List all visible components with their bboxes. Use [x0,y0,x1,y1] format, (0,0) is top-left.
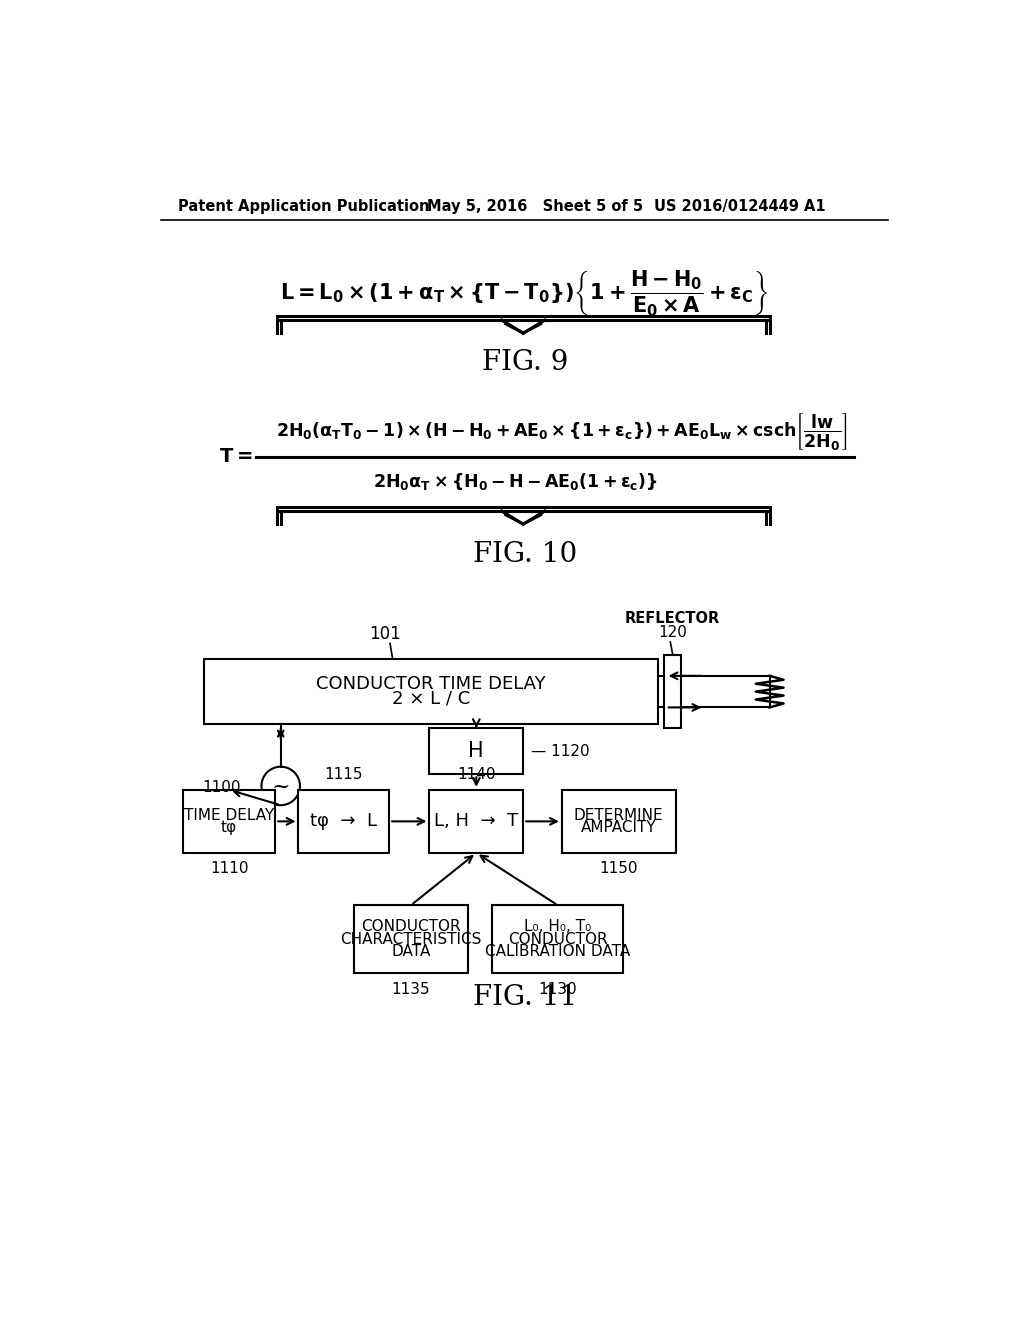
Text: CONDUCTOR: CONDUCTOR [361,920,461,935]
Text: May 5, 2016   Sheet 5 of 5: May 5, 2016 Sheet 5 of 5 [427,198,643,214]
Bar [665,655,681,729]
Text: 1130: 1130 [539,982,578,998]
Text: $\mathbf{L = L_0 \times (1 + \alpha_T \times \{T - T_0\}) \left\{ 1 + \dfrac{H -: $\mathbf{L = L_0 \times (1 + \alpha_T \t… [281,268,769,318]
Bar [204,659,658,725]
Text: US 2016/0124449 A1: US 2016/0124449 A1 [654,198,825,214]
Text: DETERMINE: DETERMINE [573,808,664,822]
Text: L, H  →  T: L, H → T [434,812,518,830]
Text: FIG. 9: FIG. 9 [481,348,568,376]
Text: 1115: 1115 [325,767,364,781]
Text: $\mathbf{2H_0(\alpha_T T_0 - 1) \times (H - H_0 + AE_0 \times \{1 + \varepsilon_: $\mathbf{2H_0(\alpha_T T_0 - 1) \times (… [276,412,848,453]
Text: L₀, H₀, T₀: L₀, H₀, T₀ [524,920,592,935]
Text: tφ: tφ [221,820,238,836]
Text: DATA: DATA [391,944,430,958]
Bar [183,789,275,853]
Text: — 1120: — 1120 [531,743,590,759]
Bar [429,729,523,775]
Bar [562,789,676,853]
Text: $\mathbf{T =}$: $\mathbf{T =}$ [219,449,253,466]
Bar [298,789,389,853]
Text: 120: 120 [658,626,687,640]
Text: 1100: 1100 [202,780,241,795]
Text: TIME DELAY: TIME DELAY [184,808,274,822]
Text: FIG. 11: FIG. 11 [473,985,577,1011]
Text: 1110: 1110 [210,861,249,876]
Text: REFLECTOR: REFLECTOR [625,611,720,627]
Text: 101: 101 [369,626,400,643]
Text: Patent Application Publication: Patent Application Publication [178,198,430,214]
Text: 1140: 1140 [457,767,496,781]
Text: CONDUCTOR: CONDUCTOR [508,932,607,946]
Text: 2 × L / C: 2 × L / C [392,690,470,708]
Text: CONDUCTOR TIME DELAY: CONDUCTOR TIME DELAY [316,676,546,693]
Text: 1150: 1150 [599,861,638,876]
Text: CALIBRATION DATA: CALIBRATION DATA [485,944,631,958]
Text: CHARACTERISTICS: CHARACTERISTICS [340,932,481,946]
Bar [354,906,468,973]
Text: ~: ~ [271,776,290,797]
Text: $\mathbf{2H_0\alpha_T \times \{H_0 - H - AE_0(1 + \varepsilon_c)\}}$: $\mathbf{2H_0\alpha_T \times \{H_0 - H -… [373,471,657,492]
Text: 1135: 1135 [391,982,430,998]
Text: FIG. 10: FIG. 10 [473,541,577,569]
Bar [493,906,624,973]
Text: H: H [468,742,484,762]
Bar [429,789,523,853]
Text: tφ  →  L: tφ → L [310,812,378,830]
Text: AMPACITY: AMPACITY [581,820,656,836]
